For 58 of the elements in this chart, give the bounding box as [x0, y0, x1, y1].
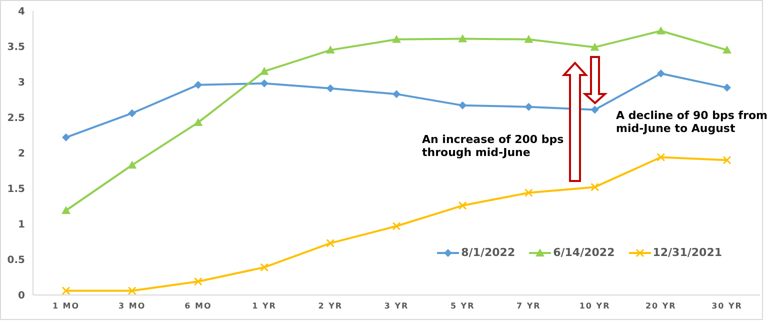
legend-label: 6/14/2022: [552, 246, 615, 259]
annotation: An increase of 200 bps through mid-June: [422, 133, 565, 159]
x-tick-label: 3 MO: [118, 302, 146, 311]
point: [722, 46, 732, 54]
point: [524, 34, 534, 43]
y-tick-label: 2.5: [7, 113, 26, 124]
point: [62, 206, 70, 214]
x-tick-label: 1 MO: [52, 302, 80, 311]
y-tick-label: 0.5: [7, 255, 26, 266]
x-tick-label: 2 YR: [318, 302, 343, 311]
y-tick-label: 2: [18, 148, 26, 160]
point: [326, 84, 334, 92]
point: [656, 26, 666, 34]
y-tick-label: 3: [18, 78, 26, 89]
x-tick-label: 6 MO: [184, 302, 212, 311]
point: [260, 66, 269, 75]
point: [590, 106, 599, 114]
x-tick-label: 1 YR: [252, 302, 276, 311]
point: [524, 102, 533, 111]
x-tick-label: 3 YR: [384, 302, 409, 311]
x-tick-label: 10 YR: [579, 302, 610, 311]
point: [326, 46, 335, 54]
point: [260, 79, 268, 88]
y-tick-label: 1.5: [7, 184, 26, 196]
point: [128, 286, 136, 295]
y-tick-label: 1: [18, 220, 26, 231]
point: [128, 109, 136, 118]
point: [326, 238, 335, 248]
point: [458, 34, 468, 42]
point: [392, 222, 401, 230]
point: [723, 84, 731, 92]
point: [524, 188, 533, 198]
point: [656, 69, 665, 78]
legend-label: 12/31/2021: [652, 246, 722, 259]
point: [62, 286, 70, 295]
point: [62, 133, 70, 142]
x-tick-label: 20 YR: [645, 302, 676, 311]
point: [392, 34, 401, 43]
point: [392, 90, 400, 98]
y-tick-label: 0: [18, 290, 26, 302]
y-tick-label: 3.5: [7, 42, 26, 54]
annotation: A decline of 90 bps from mid-June to August: [616, 109, 769, 135]
point: [590, 42, 600, 51]
point: [590, 182, 600, 192]
point: [260, 263, 269, 272]
legend-label: 8/1/2022: [460, 246, 516, 259]
point: [128, 160, 137, 169]
point: [194, 277, 202, 286]
point: [458, 201, 467, 210]
point: [656, 153, 666, 162]
x-tick-label: 7 YR: [516, 302, 541, 311]
y-tick-label: 4: [18, 6, 26, 18]
point: [458, 101, 467, 110]
x-tick-label: 5 YR: [450, 302, 475, 311]
x-tick-label: 30 YR: [712, 302, 742, 311]
point: [194, 80, 202, 89]
point: [194, 118, 203, 126]
point: [722, 156, 732, 164]
